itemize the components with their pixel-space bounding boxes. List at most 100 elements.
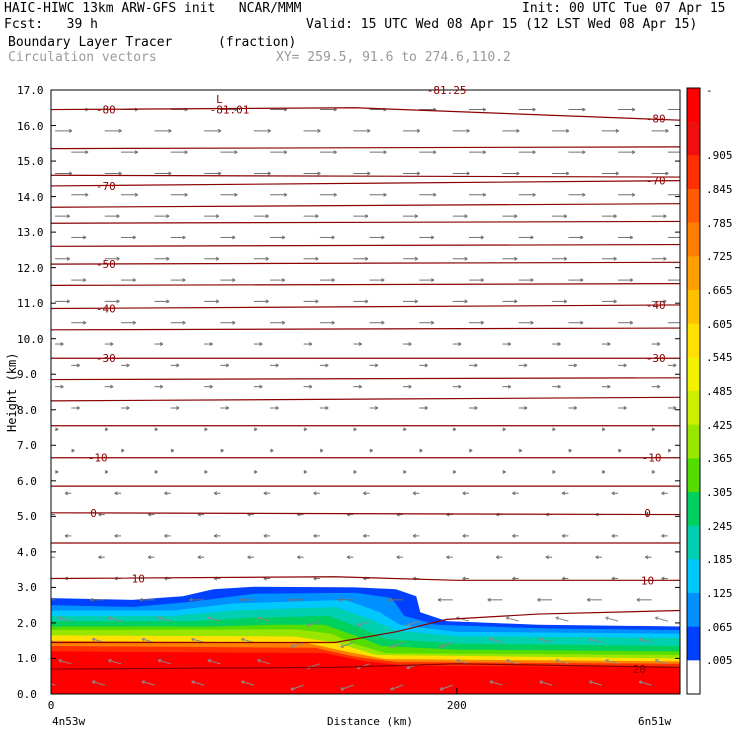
vector-head [631,192,636,197]
vector-head [58,659,62,663]
vector-head [55,469,59,474]
isotherm-label: -40 [96,303,116,316]
vector-head [406,665,410,670]
vector-head [466,171,470,176]
vector-head [116,214,120,219]
isotherm-label: -80 [646,112,666,125]
vector-head [414,214,418,219]
vector-head [482,150,487,155]
vector-head [412,491,417,496]
vector-head [474,406,478,410]
vector-head [489,637,494,642]
colorbar-swatch [687,88,700,123]
vector-head [217,171,222,176]
vector-head [331,235,335,240]
vector-head [207,659,212,663]
vector-head [267,171,271,176]
vector-head [232,278,236,283]
vector-head [364,256,369,261]
vector-arrow [157,659,171,665]
x-tick-label: 200 [446,699,467,712]
vector-head [265,256,269,261]
vector-head [60,384,64,389]
vector-head [353,469,357,474]
vector-head [76,363,80,368]
vector-head [91,637,96,642]
vector-head [66,299,70,304]
x-end-label-left: 4n53w [52,715,86,728]
y-tick-label: 5.0 [17,510,37,524]
vector-head [502,469,506,474]
vector-head [104,469,109,474]
isotherm-line [51,304,680,310]
vector-head [645,555,649,560]
isotherm-line [51,663,680,670]
vector-arrow [539,681,553,686]
vector-head [297,555,301,560]
colorbar-label: - [706,84,713,97]
vector-head [132,320,136,325]
vector-arrow [241,638,255,643]
vector-head [663,214,667,219]
vector-head [586,597,591,602]
vector-head [281,278,286,283]
vector-arrow [655,617,668,622]
vector-head [573,363,578,368]
isotherm-line [51,220,680,224]
vector-head [516,128,520,133]
vector-head [232,320,236,325]
vector-head [263,491,267,496]
colorbar-label: .905 [706,149,733,163]
vector-head [207,616,212,621]
vector-head [374,363,379,368]
vector-head [414,299,418,304]
vector-head [340,644,344,648]
vector-arrow [58,659,72,665]
vector-arrow [638,638,652,643]
cross-section-endpoints: XY= 259.5, 91.6 to 274.6,110.2 [276,50,511,65]
vector-head [225,406,230,410]
vector-head [403,427,407,432]
vector-head [474,363,478,368]
vector-head [270,448,274,453]
vector-head [456,659,460,663]
colorbar-swatch [687,323,700,358]
vector-head [40,598,43,601]
vector-head [561,533,566,538]
vector-head [545,555,549,560]
vector-head [358,384,362,389]
vector-arrow [638,681,652,686]
vector-head [317,171,321,176]
vector-head [439,686,444,691]
vector-head [217,128,222,133]
vector-head [303,427,308,432]
vector-head [663,299,667,304]
vector-head [580,278,584,283]
vector-arrow [539,638,553,643]
valid-time: Valid: 15 UTC Wed 08 Apr 15 (12 LST Wed … [306,17,698,32]
vector-head [419,448,423,453]
vector-head [638,637,643,642]
vector-head [353,427,357,432]
vector-head [487,597,491,602]
vector-head [358,342,362,347]
vector-head [667,448,672,453]
vector-head [524,406,528,410]
vector-head [383,150,387,155]
vector-head [618,448,622,453]
vector-arrow [241,681,255,686]
vector-head [308,384,313,389]
vector-head [303,469,308,474]
isotherm-label: -40 [646,299,666,312]
vector-head [281,320,286,325]
vector-head [254,427,258,432]
y-tick-label: 9.0 [17,368,37,382]
y-tick-label: 6.0 [17,474,37,488]
vector-head [582,107,586,112]
y-axis-label: Height (km) [5,352,19,432]
init-time: Init: 00 UTC Tue 07 Apr 15 [522,1,726,16]
vector-arrow [257,659,271,665]
vector-head [108,659,112,663]
vector-head [631,150,636,155]
vector-head [116,256,120,261]
